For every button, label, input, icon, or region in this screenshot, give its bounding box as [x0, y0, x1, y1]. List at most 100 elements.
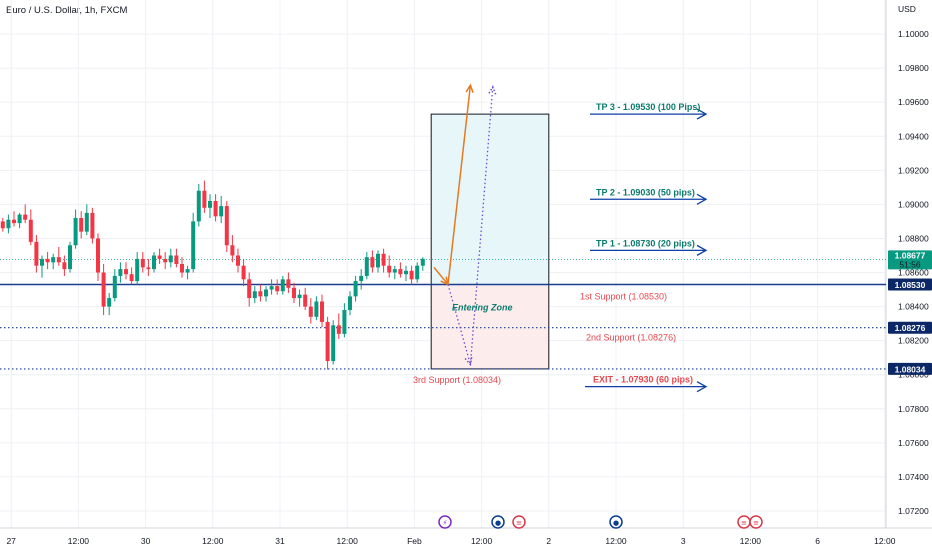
candle-body	[213, 200, 218, 217]
candle-body	[264, 289, 268, 297]
lightning-event-icon-glyph: ⚡	[443, 519, 448, 527]
y-tick-label: 1.07600	[898, 438, 929, 448]
level-annotation: EXIT - 1.07930 (60 pips)	[593, 375, 693, 385]
y-tick-label: 1.09000	[898, 199, 929, 209]
level-annotation: TP 3 - 1.09530 (100 Pips)	[596, 102, 700, 112]
current-price-value: 1.08677	[895, 250, 926, 260]
candle-body	[415, 265, 420, 280]
candle-body	[152, 255, 156, 270]
candle-body	[118, 269, 123, 276]
candle-body	[364, 257, 369, 276]
candle-body	[96, 238, 100, 273]
candle-body	[224, 206, 229, 246]
candle-body	[129, 274, 134, 282]
candle-body	[12, 219, 16, 224]
x-tick-label: 12:00	[471, 536, 493, 546]
candle-body	[359, 275, 364, 282]
purple-projection-path	[447, 86, 494, 365]
candle-body	[342, 309, 347, 334]
x-tick-label: 12:00	[202, 536, 224, 546]
candle-body	[353, 281, 358, 297]
candle-body	[292, 287, 296, 299]
x-tick-label: 12:00	[68, 536, 90, 546]
price-level-tag	[888, 362, 932, 375]
candle-body	[45, 258, 50, 263]
level-arrow-head	[696, 108, 708, 120]
candle-body	[6, 219, 11, 229]
entering-zone-label: Entering Zone	[452, 302, 513, 312]
y-tick-label: 1.08600	[898, 268, 929, 278]
purple-dip-arrowhead	[464, 356, 473, 367]
us-flag-event-icon	[749, 515, 763, 529]
candle-body	[112, 275, 117, 299]
level-arrow-head	[696, 381, 708, 393]
price-level-label: 1.08034	[895, 364, 926, 374]
y-tick-label: 1.08200	[898, 336, 929, 346]
us-flag-event-icon-glyph: ≡	[516, 519, 522, 527]
candle-body	[387, 265, 392, 273]
y-tick-label: 1.09200	[898, 165, 929, 175]
candle-body	[392, 269, 397, 273]
candle-body	[230, 245, 235, 256]
y-tick-label: 1.08800	[898, 233, 929, 243]
price-level-tag	[888, 278, 932, 291]
support-annotation: 3rd Support (1.08034)	[413, 375, 501, 385]
candle-body	[409, 270, 414, 280]
candle-body	[314, 301, 319, 317]
level-annotation: TP 1 - 1.08730 (20 pips)	[596, 238, 695, 248]
candle-body	[348, 296, 352, 310]
price-level-label: 1.08530	[895, 280, 926, 290]
x-tick-label: 3	[681, 536, 686, 546]
candle-body	[320, 301, 324, 322]
candle-body	[168, 255, 173, 263]
candle-body	[146, 267, 151, 270]
candle-body	[297, 294, 302, 299]
candle-body	[34, 241, 39, 266]
candle-body	[236, 255, 240, 266]
y-tick-label: 1.09600	[898, 97, 929, 107]
currency-label: USD	[898, 4, 916, 14]
y-tick-label: 1.07200	[898, 506, 929, 516]
candle-body	[174, 255, 179, 264]
support-annotation: 2nd Support (1.08276)	[586, 333, 676, 343]
candle-body	[124, 269, 128, 275]
candle-body	[241, 265, 246, 280]
candle-body	[252, 291, 257, 299]
candle-body	[107, 298, 112, 307]
candle-body	[196, 190, 201, 222]
candle-body	[280, 279, 285, 292]
candle-body	[40, 258, 44, 266]
us-flag-event-icon-glyph: ≡	[741, 519, 747, 527]
y-tick-label: 1.07400	[898, 472, 929, 482]
y-tick-label: 1.07800	[898, 404, 929, 414]
us-flag-event-icon-glyph: ●	[613, 519, 619, 527]
us-flag-event-icon	[491, 515, 505, 529]
support-annotation: 1st Support (1.08530)	[580, 291, 667, 301]
price-level-tag	[888, 321, 932, 334]
countdown-timer: 51:56	[899, 259, 921, 269]
lightning-event-icon	[438, 515, 452, 529]
candle-body	[163, 258, 168, 263]
stop-zone	[431, 284, 549, 369]
us-flag-event-icon-glyph: ●	[495, 519, 501, 527]
x-tick-label: 30	[141, 536, 151, 546]
candle-body	[376, 253, 380, 268]
candle-body	[23, 214, 28, 220]
candle-body	[157, 255, 162, 259]
candle-body	[84, 212, 89, 232]
candle-body	[336, 325, 341, 334]
level-arrow-head	[696, 193, 708, 205]
candle-body	[208, 200, 212, 208]
candle-body	[258, 291, 263, 297]
candle-body	[404, 270, 408, 275]
candle-body	[269, 286, 274, 290]
x-tick-label: 12:00	[605, 536, 627, 546]
candle-body	[331, 325, 336, 362]
current-price-tag	[888, 250, 932, 270]
candle-body	[370, 257, 375, 268]
candle-body	[286, 279, 291, 288]
candle-body	[51, 257, 56, 263]
chart-title: Euro / U.S. Dollar, 1h, FXCM	[6, 5, 128, 16]
level-annotation: TP 2 - 1.09030 (50 pips)	[596, 187, 695, 197]
